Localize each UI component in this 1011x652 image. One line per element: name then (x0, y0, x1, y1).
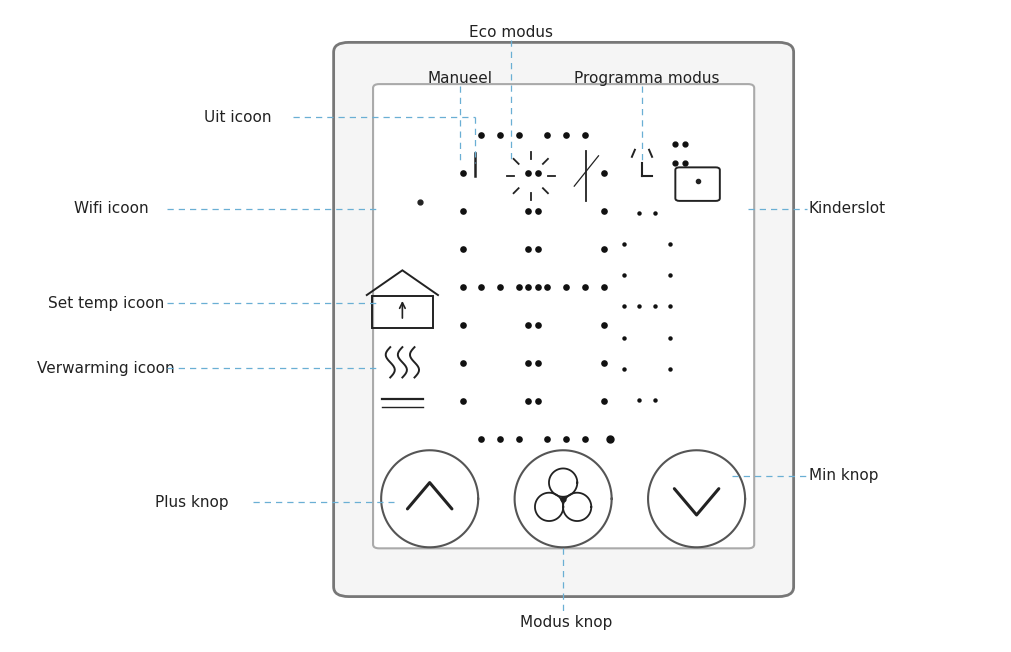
FancyBboxPatch shape (334, 42, 794, 597)
Text: Uit icoon: Uit icoon (204, 110, 271, 125)
Text: Modus knop: Modus knop (520, 615, 613, 630)
Text: Min knop: Min knop (809, 468, 879, 484)
Text: Plus knop: Plus knop (156, 494, 228, 510)
Text: Eco modus: Eco modus (468, 25, 553, 40)
Text: Manueel: Manueel (428, 70, 492, 86)
Text: Programma modus: Programma modus (574, 70, 720, 86)
FancyBboxPatch shape (373, 84, 754, 548)
Text: Wifi icoon: Wifi icoon (74, 201, 149, 216)
Text: Kinderslot: Kinderslot (809, 201, 886, 216)
Text: Set temp icoon: Set temp icoon (49, 295, 164, 311)
Text: Verwarming icoon: Verwarming icoon (37, 361, 175, 376)
